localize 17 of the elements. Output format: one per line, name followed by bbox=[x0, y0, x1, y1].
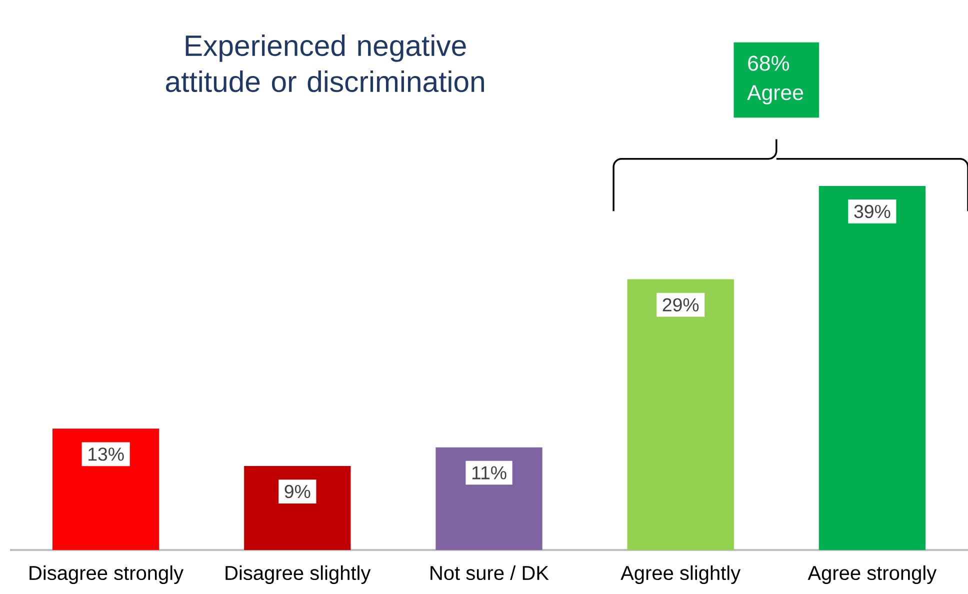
data-label: 39% bbox=[854, 204, 890, 218]
x-tick-label: Disagree slightly bbox=[226, 565, 371, 584]
x-tick-label: Agree slightly bbox=[620, 565, 741, 584]
x-tick-label: Not sure / DK bbox=[430, 565, 549, 580]
x-tick-label: Disagree strongly bbox=[30, 565, 184, 584]
data-label: 13% bbox=[88, 448, 124, 461]
bar bbox=[627, 279, 734, 550]
text: 68% Agree bbox=[747, 56, 804, 104]
bar bbox=[818, 186, 926, 550]
data-label: 11% bbox=[472, 466, 506, 480]
bar bbox=[52, 428, 160, 550]
bar bbox=[244, 466, 351, 550]
bar bbox=[436, 447, 542, 550]
data-label: 29% bbox=[662, 298, 699, 312]
x-tick-label: Agree strongly bbox=[808, 565, 937, 584]
chart-title: Experienced negative attitude or discrimination bbox=[166, 34, 484, 92]
data-label: 9% bbox=[284, 484, 310, 498]
